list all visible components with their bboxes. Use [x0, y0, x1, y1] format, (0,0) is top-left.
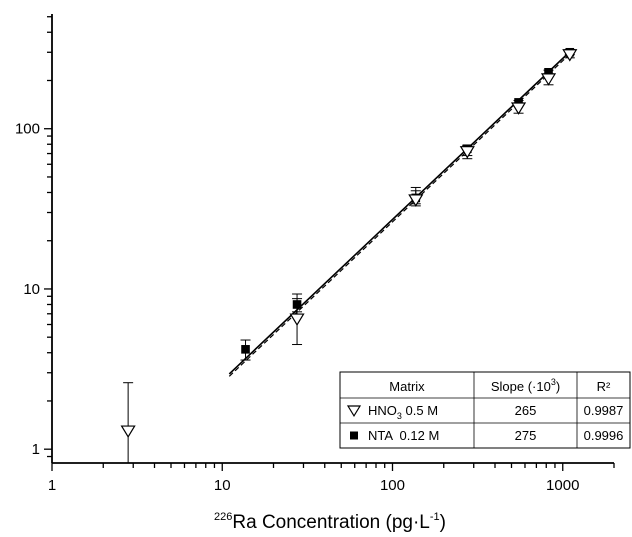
data-marks [120, 47, 578, 463]
x-axis-title: 226Ra Concentration (pg·L-1) [214, 511, 446, 533]
hno3-point [562, 49, 578, 62]
hno3-point [459, 146, 475, 159]
legend-header-r2: R² [597, 379, 611, 394]
x-axis-title-close: ) [440, 512, 446, 533]
axes: 1 10 100 1000 1 10 100 [15, 14, 615, 494]
legend-header-matrix: Matrix [389, 379, 425, 394]
legend-row-label: HNO3 0.5 M [368, 403, 438, 421]
hno3-point [510, 102, 527, 115]
fit-line-hno3 [228, 53, 571, 377]
x-tick-label: 1000 [546, 477, 579, 494]
legend-header-slope-exponent: 3 [551, 377, 556, 387]
x-axis-title-exponent: -1 [430, 511, 440, 523]
legend-row-label-main: HNO [368, 403, 397, 418]
hno3-point [408, 194, 424, 207]
hno3-point [120, 425, 136, 438]
x-axis-title-superscript: 226 [214, 511, 232, 523]
legend-box [339, 371, 631, 449]
hno3-point [289, 313, 305, 326]
legend-row-slope: 275 [515, 428, 537, 443]
y-tick-label: 10 [23, 281, 40, 298]
nta-point [241, 345, 250, 354]
legend-header-slope-main: Slope (·10 [491, 379, 551, 394]
legend-row-label-subscript: 3 [397, 411, 402, 421]
x-tick-label: 1 [48, 477, 56, 494]
x-axis-title-main: Ra Concentration (pg·L [232, 512, 430, 533]
legend-row-label-main: NTA 0.12 M [368, 428, 439, 443]
legend-row-slope: 265 [515, 403, 537, 418]
legend-header-slope: Slope (·103) [491, 377, 560, 394]
y-tick-label: 100 [15, 121, 40, 138]
legend-row-r2: 0.9987 [584, 403, 624, 418]
hno3-point [540, 73, 557, 86]
nta-point [544, 67, 553, 77]
legend-marker-triangle [346, 405, 362, 418]
legend-row-r2: 0.9996 [584, 428, 624, 443]
legend-header-slope-close: ) [556, 379, 560, 394]
y-tick-label: 1 [32, 441, 40, 458]
legend-marker-square [350, 431, 358, 440]
x-tick-label: 10 [214, 477, 231, 494]
legend-row-label: NTA 0.12 M [368, 428, 439, 443]
x-tick-label: 100 [380, 477, 405, 494]
legend-row-label-rest: 0.5 M [402, 403, 438, 418]
